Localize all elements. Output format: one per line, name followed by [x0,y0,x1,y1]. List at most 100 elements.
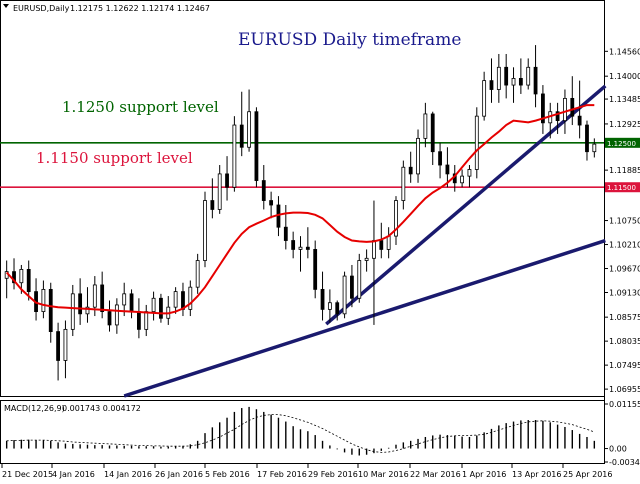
candle [12,258,16,290]
candle [541,85,545,134]
price-tick-label: 1.09670 [609,265,640,274]
candle [504,53,509,99]
candle-body-bull [460,175,465,184]
macd-signal-line [6,414,595,453]
candle-body-bear [379,240,384,250]
candle [423,102,428,148]
candle [585,120,589,161]
candle [203,191,207,268]
candle [408,151,413,183]
price-tick-label: 1.06955 [609,385,640,394]
candle-body-bull [401,166,406,201]
candle-body-bear [129,293,134,313]
candle-body-bear [585,124,589,153]
candle-body-bull [85,306,90,315]
price-tick-label: 1.13485 [609,95,640,104]
candle [482,71,487,121]
candle-body-bull [423,113,428,139]
support-upper-label: 1.1250 support level [62,98,219,116]
price-tick-label: 1.11885 [609,166,640,175]
candle [4,260,9,299]
candle-body-bear [254,111,259,181]
candle [416,129,420,183]
time-tick-label: 10 Mar 2016 [358,470,409,479]
macd-header: MACD(12,26,9) 0.001743 0.004172 [4,404,141,413]
trendline-1 [325,84,607,326]
candle [291,231,296,259]
candle-body-bear [438,151,442,166]
time-tick-label: 17 Feb 2016 [257,470,307,479]
candle-body-bear [335,302,340,315]
candle [100,271,105,319]
candle-body-bear [136,311,141,330]
candle-body-bear [283,226,288,241]
time-tick-label: 25 Apr 2016 [563,470,612,479]
candle-body-bear [225,173,229,188]
candle [129,289,134,319]
candle-body-bull [496,66,501,90]
candle [107,300,112,332]
candle-body-bull [563,97,567,122]
candle-body-bull [63,328,68,361]
candle [386,227,391,259]
candle-body-bull [416,137,420,175]
candle-body-bear [570,97,575,117]
candle [261,165,266,210]
candle [313,240,318,299]
candle [474,107,479,179]
candle [357,253,362,303]
candle [210,178,215,219]
candle [364,249,369,272]
candle-body-bull [92,284,97,308]
candle [173,287,178,314]
candle-body-bear [350,275,354,299]
candle-body-bear [489,80,494,90]
ohlc-values: 1.12175 1.12622 1.12174 1.12467 [70,4,210,13]
candle-body-bull [203,200,207,261]
candle-body-bull [188,286,193,310]
macd-values: 0.001743 0.004172 [62,404,141,413]
candle [335,300,340,321]
symbol-label: EURUSD,Daily [13,4,70,13]
candle-body-bull [467,169,472,177]
candle [239,91,244,157]
candle-body-bull [511,78,516,86]
candle-body-bull [122,293,127,306]
candle-body-bear [541,93,545,124]
candle-body-bull [173,291,178,308]
candle [533,45,538,108]
candle-body-bull [364,257,369,261]
price-tick-label: 1.12925 [609,120,640,129]
candle [114,298,119,334]
candle-body-bull [394,200,398,237]
macd-tick-label: 0.011553 [609,400,640,409]
price-tick-label: 1.10750 [609,217,640,226]
candle-body-bull [592,143,597,153]
candle-body-bull [357,260,362,299]
symbol-header: EURUSD,Daily 1.12175 1.12622 1.12174 1.1… [3,4,210,13]
candle [48,282,53,343]
candle-body-bear [269,200,274,206]
macd-tick-label: 0.00 [609,445,627,454]
price-tick-label: 1.08035 [609,337,640,346]
candle-body-bear [577,115,582,126]
candle-body-bear [445,164,450,175]
candle-body-bear [305,246,310,250]
macd-tick-label: -0.003487 [609,458,640,467]
candle-body-bull [217,173,222,210]
candle [350,264,354,308]
candle [195,253,200,294]
candle [577,80,582,139]
price-tick-label: 1.14560 [609,47,640,56]
candle [327,289,332,323]
candle [320,271,325,321]
time-tick-label: 29 Feb 2016 [308,470,358,479]
candle [445,147,450,188]
candle [401,160,406,210]
candle [570,76,575,126]
candle-body-bear [504,66,509,86]
candle-body-bear [56,331,60,361]
time-tick-label: 13 Apr 2016 [512,470,561,479]
collapse-triangle-icon [3,4,9,8]
